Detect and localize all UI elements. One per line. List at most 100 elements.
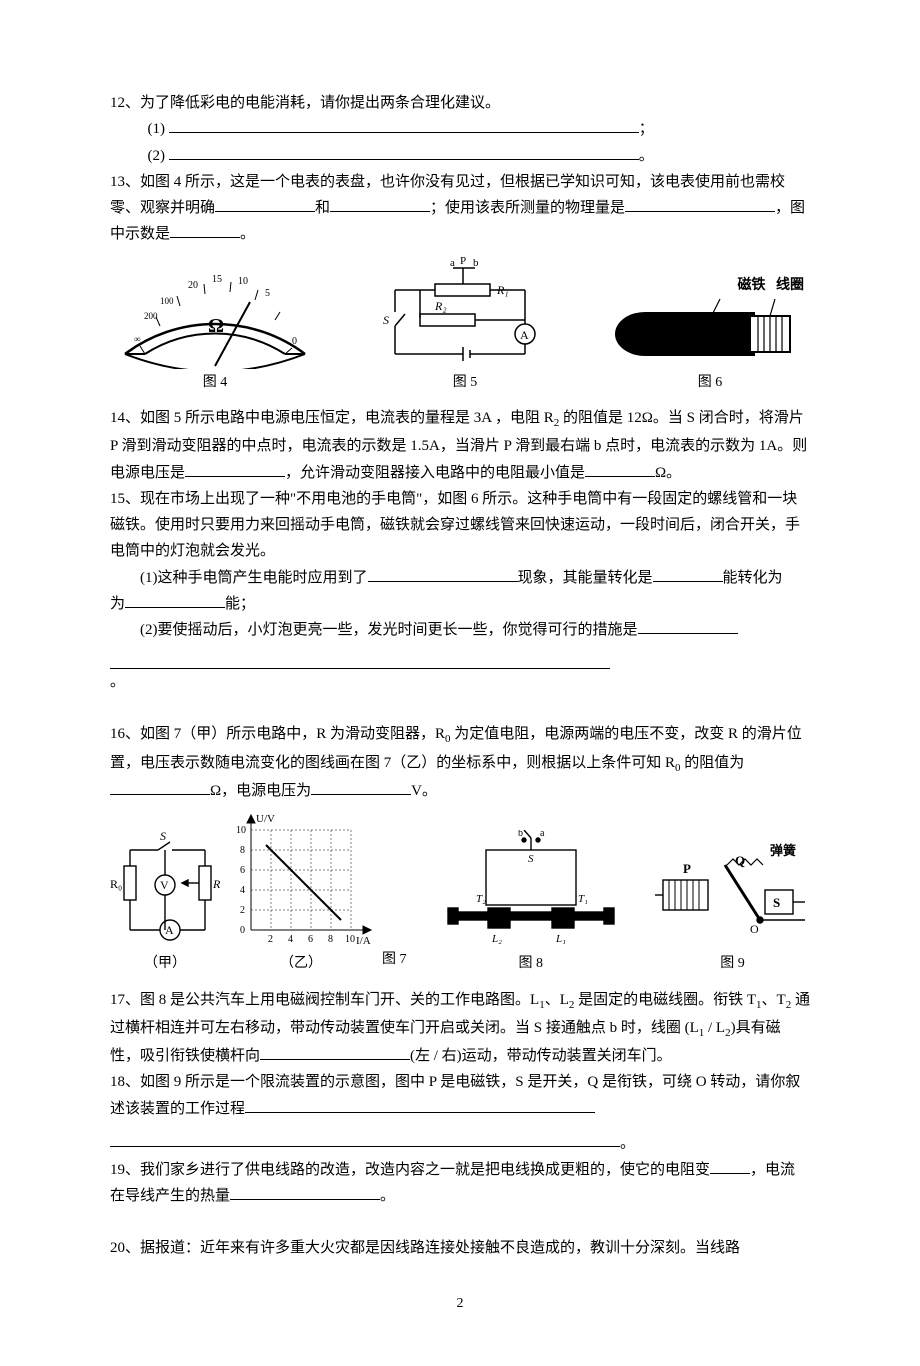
- q12-tail1: ；: [639, 121, 654, 137]
- figrow-7-8-9: R₀ S R A: [110, 810, 810, 977]
- q17-p1: 图 8 是公共汽车上用电磁阀控制车门开、关的工作电路图。L: [140, 992, 539, 1008]
- svg-text:O: O: [750, 922, 759, 936]
- q13-blank1[interactable]: [215, 197, 315, 212]
- circuit-r0-icon: R₀ S R A: [110, 830, 220, 950]
- q15-s1-cont: 为能；: [110, 591, 810, 617]
- svg-text:10: 10: [236, 825, 246, 836]
- q18-blank1[interactable]: [245, 1098, 595, 1113]
- svg-text:∞: ∞: [134, 334, 140, 344]
- q15-s1: (1)这种手电筒产生电能时应用到了现象，其能量转化是能转化为: [110, 565, 810, 591]
- fig4: ∞ 200 100 20 15 10 5 0 Ω 图 4: [110, 254, 320, 396]
- uv-graph-icon: U/V I/A 0 2: [226, 810, 376, 950]
- current-limiter-icon: P Q O 弹簧 S: [655, 835, 810, 950]
- q18-blank2[interactable]: [110, 1128, 620, 1148]
- svg-text:S: S: [160, 830, 166, 843]
- svg-text:8: 8: [328, 934, 333, 945]
- q19-num: 19、: [110, 1162, 140, 1178]
- svg-text:0: 0: [292, 336, 297, 347]
- svg-text:4: 4: [288, 934, 293, 945]
- q16-blank1[interactable]: [110, 780, 210, 795]
- fig8-cap: 图 8: [519, 952, 544, 977]
- svg-text:100: 100: [160, 296, 174, 306]
- q16-p1: 如图 7（甲）所示电路中，R 为滑动变阻器，R: [140, 726, 445, 742]
- q12-sub2-label: (2): [148, 148, 166, 164]
- q18-period: 。: [620, 1135, 635, 1151]
- svg-text:S: S: [528, 853, 534, 865]
- svg-text:5: 5: [265, 288, 270, 299]
- q12-num: 12、: [110, 95, 140, 111]
- q17-p4: 、T: [762, 992, 786, 1008]
- q20-text: 据报道：近年来有许多重大火灾都是因线路连接处接触不良造成的，教训十分深刻。当线路: [140, 1240, 740, 1256]
- q14: 14、如图 5 所示电路中电源电压恒定，电流表的量程是 3A ，电阻 R2 的阻…: [110, 405, 810, 486]
- q15-blank1[interactable]: [368, 567, 518, 582]
- fig9-cap: 图 9: [720, 952, 745, 977]
- svg-text:b: b: [518, 830, 523, 839]
- svg-text:A: A: [520, 328, 529, 342]
- svg-text:P: P: [460, 255, 466, 267]
- q15-s2-line: 。: [110, 649, 810, 695]
- fig6: 磁铁 线圈 图 6: [610, 274, 810, 395]
- q15-blank2[interactable]: [653, 567, 723, 582]
- ohmmeter-dial-icon: ∞ 200 100 20 15 10 5 0 Ω: [110, 254, 320, 369]
- q15-s1d: 能；: [225, 596, 255, 612]
- q15-s2: (2)要使摇动后，小灯泡更亮一些，发光时间更长一些，你觉得可行的措施是: [110, 617, 810, 643]
- q17-p6: / L: [704, 1020, 725, 1036]
- q12-sub1-label: (1): [148, 121, 166, 137]
- fig8: b a S L₂ L₁ T₂ T₁ 图 8: [446, 830, 616, 977]
- q16-num: 16、: [110, 726, 140, 742]
- q19-p1: 我们家乡进行了供电线路的改造，改造内容之一就是把电线换成更粗的，使它的电阻变: [140, 1162, 710, 1178]
- q19-blank1[interactable]: [710, 1159, 750, 1174]
- q13-blank4[interactable]: [170, 223, 240, 238]
- svg-text:15: 15: [212, 274, 222, 285]
- q14-blank1[interactable]: [185, 462, 285, 477]
- figrow-4-5-6: ∞ 200 100 20 15 10 5 0 Ω 图 4 a b P R₁: [110, 254, 810, 396]
- fig7-circ: R₀ S R A: [110, 830, 220, 977]
- q15-blank4[interactable]: [638, 619, 738, 634]
- q16-blank2[interactable]: [311, 780, 411, 795]
- svg-text:a: a: [450, 257, 455, 269]
- q13-blank3[interactable]: [625, 197, 775, 212]
- svg-text:6: 6: [308, 934, 313, 945]
- q15-s2a: (2)要使摇动后，小灯泡更亮一些，发光时间更长一些，你觉得可行的措施是: [140, 622, 638, 638]
- fig6-coil-label: 线圈: [776, 278, 804, 293]
- q15-blank3[interactable]: [125, 593, 225, 608]
- q15-blank5[interactable]: [110, 649, 610, 669]
- fig7-cap: 图 7: [382, 948, 407, 977]
- svg-text:a: a: [540, 830, 545, 839]
- fig5: a b P R₁ A S R₂: [375, 254, 555, 396]
- q12-text: 为了降低彩电的电能消耗，请你提出两条合理化建议。: [140, 95, 500, 111]
- q15-num: 15、: [110, 491, 140, 507]
- q15-s2end: 。: [110, 674, 125, 690]
- q17: 17、图 8 是公共汽车上用电磁阀控制车门开、关的工作电路图。L1、L2 是固定…: [110, 987, 810, 1070]
- fig7-capR: （乙）: [280, 952, 322, 977]
- q18-line2: 。: [110, 1122, 810, 1157]
- q12-blank2[interactable]: [169, 145, 639, 160]
- svg-text:6: 6: [240, 865, 245, 876]
- q12-blank1[interactable]: [169, 118, 639, 133]
- q13-blank2[interactable]: [330, 197, 430, 212]
- q12-sub2: (2) 。: [110, 143, 810, 169]
- svg-text:I/A: I/A: [356, 935, 371, 947]
- q15: 15、现在市场上出现了一种"不用电池的手电筒"，如图 6 所示。这种手电筒中有一…: [110, 486, 810, 565]
- svg-text:R₀: R₀: [110, 877, 122, 891]
- q17-num: 17、: [110, 992, 140, 1008]
- svg-text:200: 200: [144, 311, 158, 321]
- q20-num: 20、: [110, 1240, 140, 1256]
- q18-num: 18、: [110, 1074, 140, 1090]
- q12-tail2: 。: [639, 148, 654, 164]
- q13-num: 13、: [110, 174, 140, 190]
- svg-text:T₁: T₁: [578, 893, 588, 905]
- q14-p3: ，允许滑动变阻器接入电路中的电阻最小值是: [285, 465, 585, 481]
- q13-period: 。: [240, 226, 255, 242]
- q16-u1: Ω，电源电压为: [210, 783, 311, 799]
- q19-blank2[interactable]: [230, 1185, 380, 1200]
- svg-text:A: A: [165, 923, 174, 937]
- svg-text:2: 2: [240, 905, 245, 916]
- q17-blank1[interactable]: [260, 1045, 410, 1060]
- q15-s1a: (1)这种手电筒产生电能时应用到了: [140, 570, 368, 586]
- svg-text:4: 4: [240, 885, 245, 896]
- q14-p1: 如图 5 所示电路中电源电压恒定，电流表的量程是 3A ，电阻 R: [140, 410, 554, 426]
- svg-text:T₂: T₂: [476, 893, 486, 905]
- svg-text:b: b: [473, 257, 479, 269]
- q14-blank2[interactable]: [585, 462, 655, 477]
